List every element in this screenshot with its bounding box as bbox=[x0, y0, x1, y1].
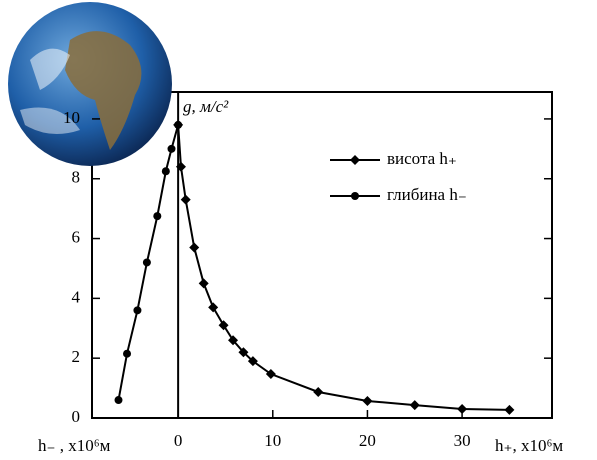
data-point bbox=[265, 369, 276, 380]
data-point bbox=[175, 161, 186, 172]
data-point bbox=[142, 258, 151, 267]
data-point bbox=[247, 356, 258, 367]
data-point bbox=[167, 144, 176, 153]
earth-image bbox=[8, 2, 172, 166]
data-point bbox=[362, 395, 373, 406]
data-point bbox=[409, 400, 420, 411]
data-point bbox=[174, 120, 183, 129]
legend-marker bbox=[351, 192, 359, 200]
y-tick-label: 6 bbox=[72, 227, 81, 246]
data-point bbox=[313, 386, 324, 397]
x-axis-label-right: h₊, x10⁶м bbox=[495, 436, 563, 455]
x-tick-label: 20 bbox=[359, 431, 376, 450]
series-line bbox=[177, 124, 510, 411]
y-tick-label: 10 bbox=[63, 108, 80, 127]
data-point bbox=[114, 396, 123, 405]
x-axis-label-left: h₋ , x10⁶м bbox=[38, 436, 111, 455]
plot-frame bbox=[91, 91, 553, 419]
x-tick-label: 10 bbox=[264, 431, 281, 450]
y-tick-label: 0 bbox=[72, 407, 81, 426]
data-point bbox=[457, 404, 468, 415]
data-point bbox=[228, 335, 239, 346]
legend-marker bbox=[350, 155, 360, 165]
data-point bbox=[153, 212, 162, 221]
data-point bbox=[504, 404, 515, 415]
data-point bbox=[161, 167, 170, 176]
y-tick-label: 2 bbox=[72, 347, 81, 366]
data-point bbox=[238, 347, 249, 358]
data-point bbox=[133, 306, 142, 315]
y-tick-label: 8 bbox=[72, 168, 81, 187]
legend-label: глибина h₋ bbox=[387, 185, 467, 204]
legend-label: висота h₊ bbox=[387, 149, 457, 168]
x-tick-label: 0 bbox=[174, 431, 183, 450]
data-point bbox=[218, 320, 229, 331]
data-point bbox=[208, 302, 219, 313]
data-point bbox=[180, 194, 191, 205]
data-point bbox=[198, 278, 209, 289]
x-tick-label: 30 bbox=[454, 431, 471, 450]
data-point bbox=[189, 242, 200, 253]
y-tick-label: 4 bbox=[72, 287, 81, 306]
y-axis-label: g, м/с² bbox=[183, 97, 229, 116]
data-point bbox=[123, 349, 132, 358]
